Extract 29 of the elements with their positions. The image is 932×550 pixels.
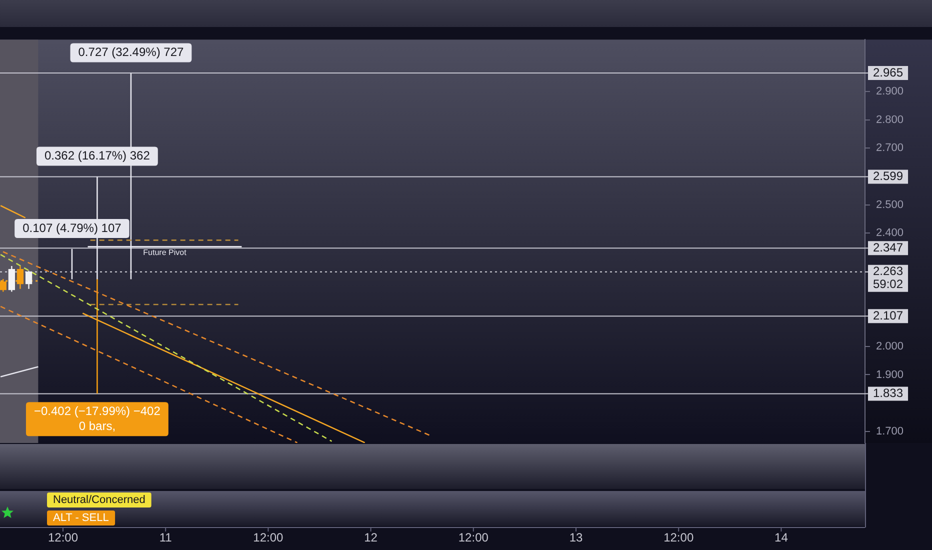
- series-label: 0.362 (16.17%) 362: [44, 148, 150, 163]
- ref-line-label: 2.347: [873, 240, 904, 254]
- y-tick-label: 2.400: [876, 227, 904, 240]
- y-tick-label: 2.700: [876, 142, 904, 154]
- y-tick-label: 1.700: [876, 425, 904, 438]
- text: Neutral/Concerned: [53, 494, 146, 506]
- text: ALT - SELL: [53, 512, 109, 524]
- ref-line-label: 1.833: [873, 386, 904, 400]
- text: −0.402 (−17.99%) −402 0 bars,: [34, 404, 161, 433]
- series-label: 0.727 (32.49%) 727: [78, 45, 184, 60]
- x-tick-label: 12:00: [253, 530, 284, 545]
- series-label: Future Pivot: [143, 248, 188, 257]
- y-tick-label: 2.900: [876, 85, 904, 98]
- x-tick-label: 13: [569, 530, 583, 545]
- x-tick-label: 14: [774, 530, 788, 545]
- y-tick-label: 2.500: [876, 198, 904, 211]
- ref-line-label: 2.965: [873, 65, 904, 80]
- x-tick-label: 11: [159, 530, 172, 545]
- ref-line-label: 2.107: [873, 308, 904, 322]
- x-tick-label: 12:00: [458, 530, 489, 545]
- y-tick-label: 2.800: [876, 114, 904, 126]
- x-tick-label: 12:00: [664, 530, 694, 545]
- ref-line-label: 2.263 59:02: [873, 264, 904, 292]
- y-tick-label: 2.000: [876, 340, 904, 352]
- x-tick-label: 12:00: [48, 530, 78, 545]
- series-label: 0.107 (4.79%) 107: [22, 220, 122, 235]
- ref-line-label: 2.599: [873, 169, 904, 184]
- x-tick-label: 12: [364, 530, 378, 545]
- y-tick-label: 1.900: [876, 368, 904, 381]
